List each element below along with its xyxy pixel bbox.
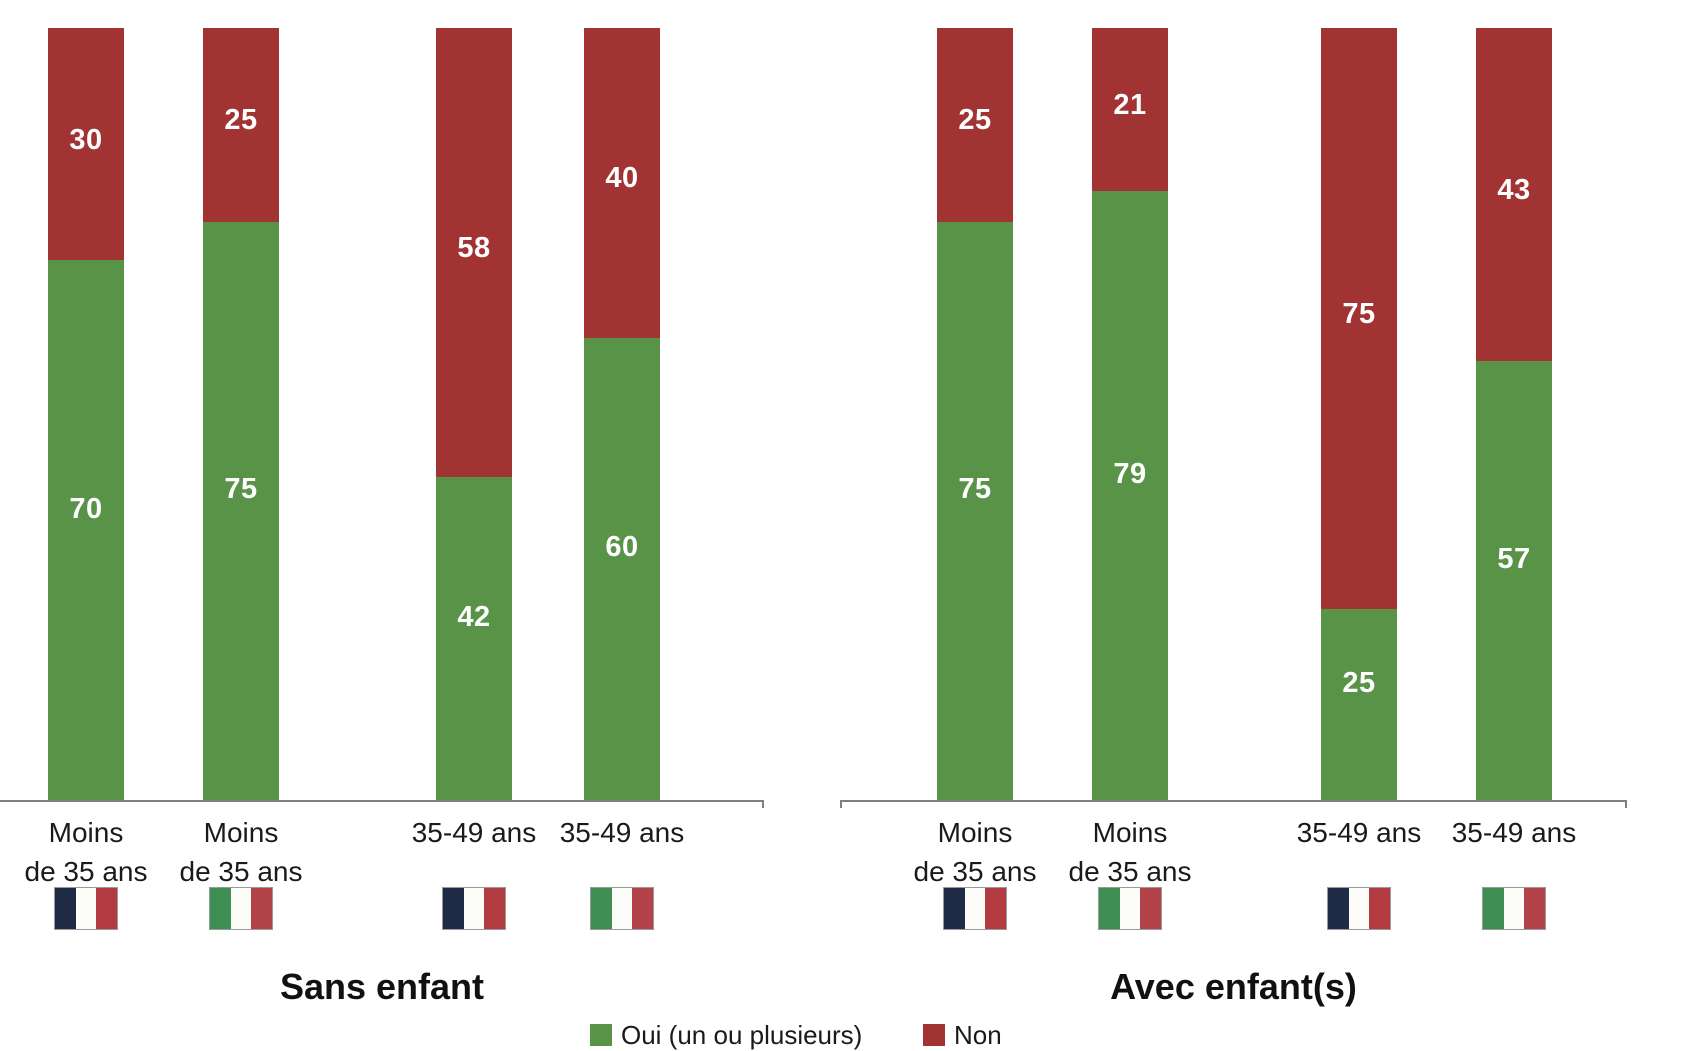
axis-tick bbox=[1625, 800, 1627, 808]
bar-segment-non: 75 bbox=[1321, 28, 1397, 609]
bar-segment-oui: 79 bbox=[1092, 190, 1168, 802]
stacked-bar-france-35-49-ans: 58 42 bbox=[436, 28, 512, 802]
bar-segment-oui: 42 bbox=[436, 476, 512, 802]
stacked-bar-italy-moins: 21 79 bbox=[1092, 28, 1168, 802]
x-axis-label: 35-49 ans bbox=[559, 817, 685, 848]
legend-swatch-non bbox=[923, 1024, 945, 1046]
bar-segment-oui: 60 bbox=[584, 337, 660, 802]
x-axis-label: Moins de 35 ans bbox=[179, 817, 303, 887]
bar-value-non: 30 bbox=[69, 123, 103, 156]
italy-flag-icon bbox=[1098, 887, 1162, 930]
bar-segment-non: 21 bbox=[1092, 28, 1168, 191]
legend-label-non: Non bbox=[954, 1020, 1002, 1050]
france-flag-icon bbox=[1327, 887, 1391, 930]
legend-swatch-oui bbox=[590, 1024, 612, 1046]
france-flag-icon bbox=[54, 887, 118, 930]
italy-flag-icon bbox=[1482, 887, 1546, 930]
axis-tick bbox=[840, 800, 842, 808]
bar-segment-non: 40 bbox=[584, 28, 660, 338]
stacked-bar-france-moins: 25 75 bbox=[937, 28, 1013, 802]
bar-value-non: 58 bbox=[457, 231, 491, 264]
stacked-bar-italy-35-49-ans: 43 57 bbox=[1476, 28, 1552, 802]
x-axis-label: Moins de 35 ans bbox=[24, 817, 148, 887]
bar-value-oui: 25 bbox=[1342, 666, 1376, 699]
bar-value-oui: 75 bbox=[958, 473, 992, 506]
stacked-bar-italy-moins: 25 75 bbox=[203, 28, 279, 802]
bar-value-non: 25 bbox=[958, 104, 992, 137]
bar-value-oui: 70 bbox=[69, 492, 103, 525]
bar-segment-non: 30 bbox=[48, 28, 124, 261]
bar-segment-oui: 75 bbox=[203, 221, 279, 802]
panel-title-sans-enfant: Sans enfant bbox=[279, 966, 485, 1007]
bar-segment-oui: 70 bbox=[48, 260, 124, 802]
x-axis-right-panel bbox=[840, 800, 1627, 802]
x-axis-left-panel bbox=[0, 800, 764, 802]
bar-value-non: 43 bbox=[1497, 173, 1531, 206]
bar-value-non: 75 bbox=[1342, 297, 1376, 330]
bar-segment-oui: 25 bbox=[1321, 608, 1397, 802]
bar-segment-non: 43 bbox=[1476, 28, 1552, 361]
bar-segment-oui: 57 bbox=[1476, 360, 1552, 802]
italy-flag-icon bbox=[590, 887, 654, 930]
bar-value-non: 25 bbox=[224, 104, 258, 137]
x-axis-label: 35-49 ans bbox=[411, 817, 537, 848]
bar-segment-oui: 75 bbox=[937, 221, 1013, 802]
panel-title-avec-enfants: Avec enfant(s) bbox=[1110, 966, 1357, 1007]
bar-value-non: 21 bbox=[1113, 88, 1147, 121]
bar-value-oui: 75 bbox=[224, 473, 258, 506]
bar-segment-non: 25 bbox=[937, 28, 1013, 222]
bar-value-oui: 79 bbox=[1113, 457, 1147, 490]
bar-value-oui: 60 bbox=[605, 531, 639, 564]
bar-segment-non: 25 bbox=[203, 28, 279, 222]
italy-flag-icon bbox=[209, 887, 273, 930]
stacked-bar-france-35-49-ans: 75 25 bbox=[1321, 28, 1397, 802]
axis-tick bbox=[762, 800, 764, 808]
bar-segment-non: 58 bbox=[436, 28, 512, 477]
france-flag-icon bbox=[943, 887, 1007, 930]
x-axis-label: 35-49 ans bbox=[1451, 817, 1577, 848]
x-axis-label: Moins de 35 ans bbox=[1068, 817, 1192, 887]
bar-value-oui: 42 bbox=[457, 600, 491, 633]
legend-label-oui: Oui (un ou plusieurs) bbox=[621, 1020, 863, 1050]
france-flag-icon bbox=[442, 887, 506, 930]
stacked-bar-france-moins: 30 70 bbox=[48, 28, 124, 802]
stacked-bar-italy-35-49-ans: 40 60 bbox=[584, 28, 660, 802]
x-axis-label: 35-49 ans bbox=[1296, 817, 1422, 848]
x-axis-label: Moins de 35 ans bbox=[913, 817, 1037, 887]
bar-value-oui: 57 bbox=[1497, 542, 1531, 575]
bar-value-non: 40 bbox=[605, 162, 639, 195]
